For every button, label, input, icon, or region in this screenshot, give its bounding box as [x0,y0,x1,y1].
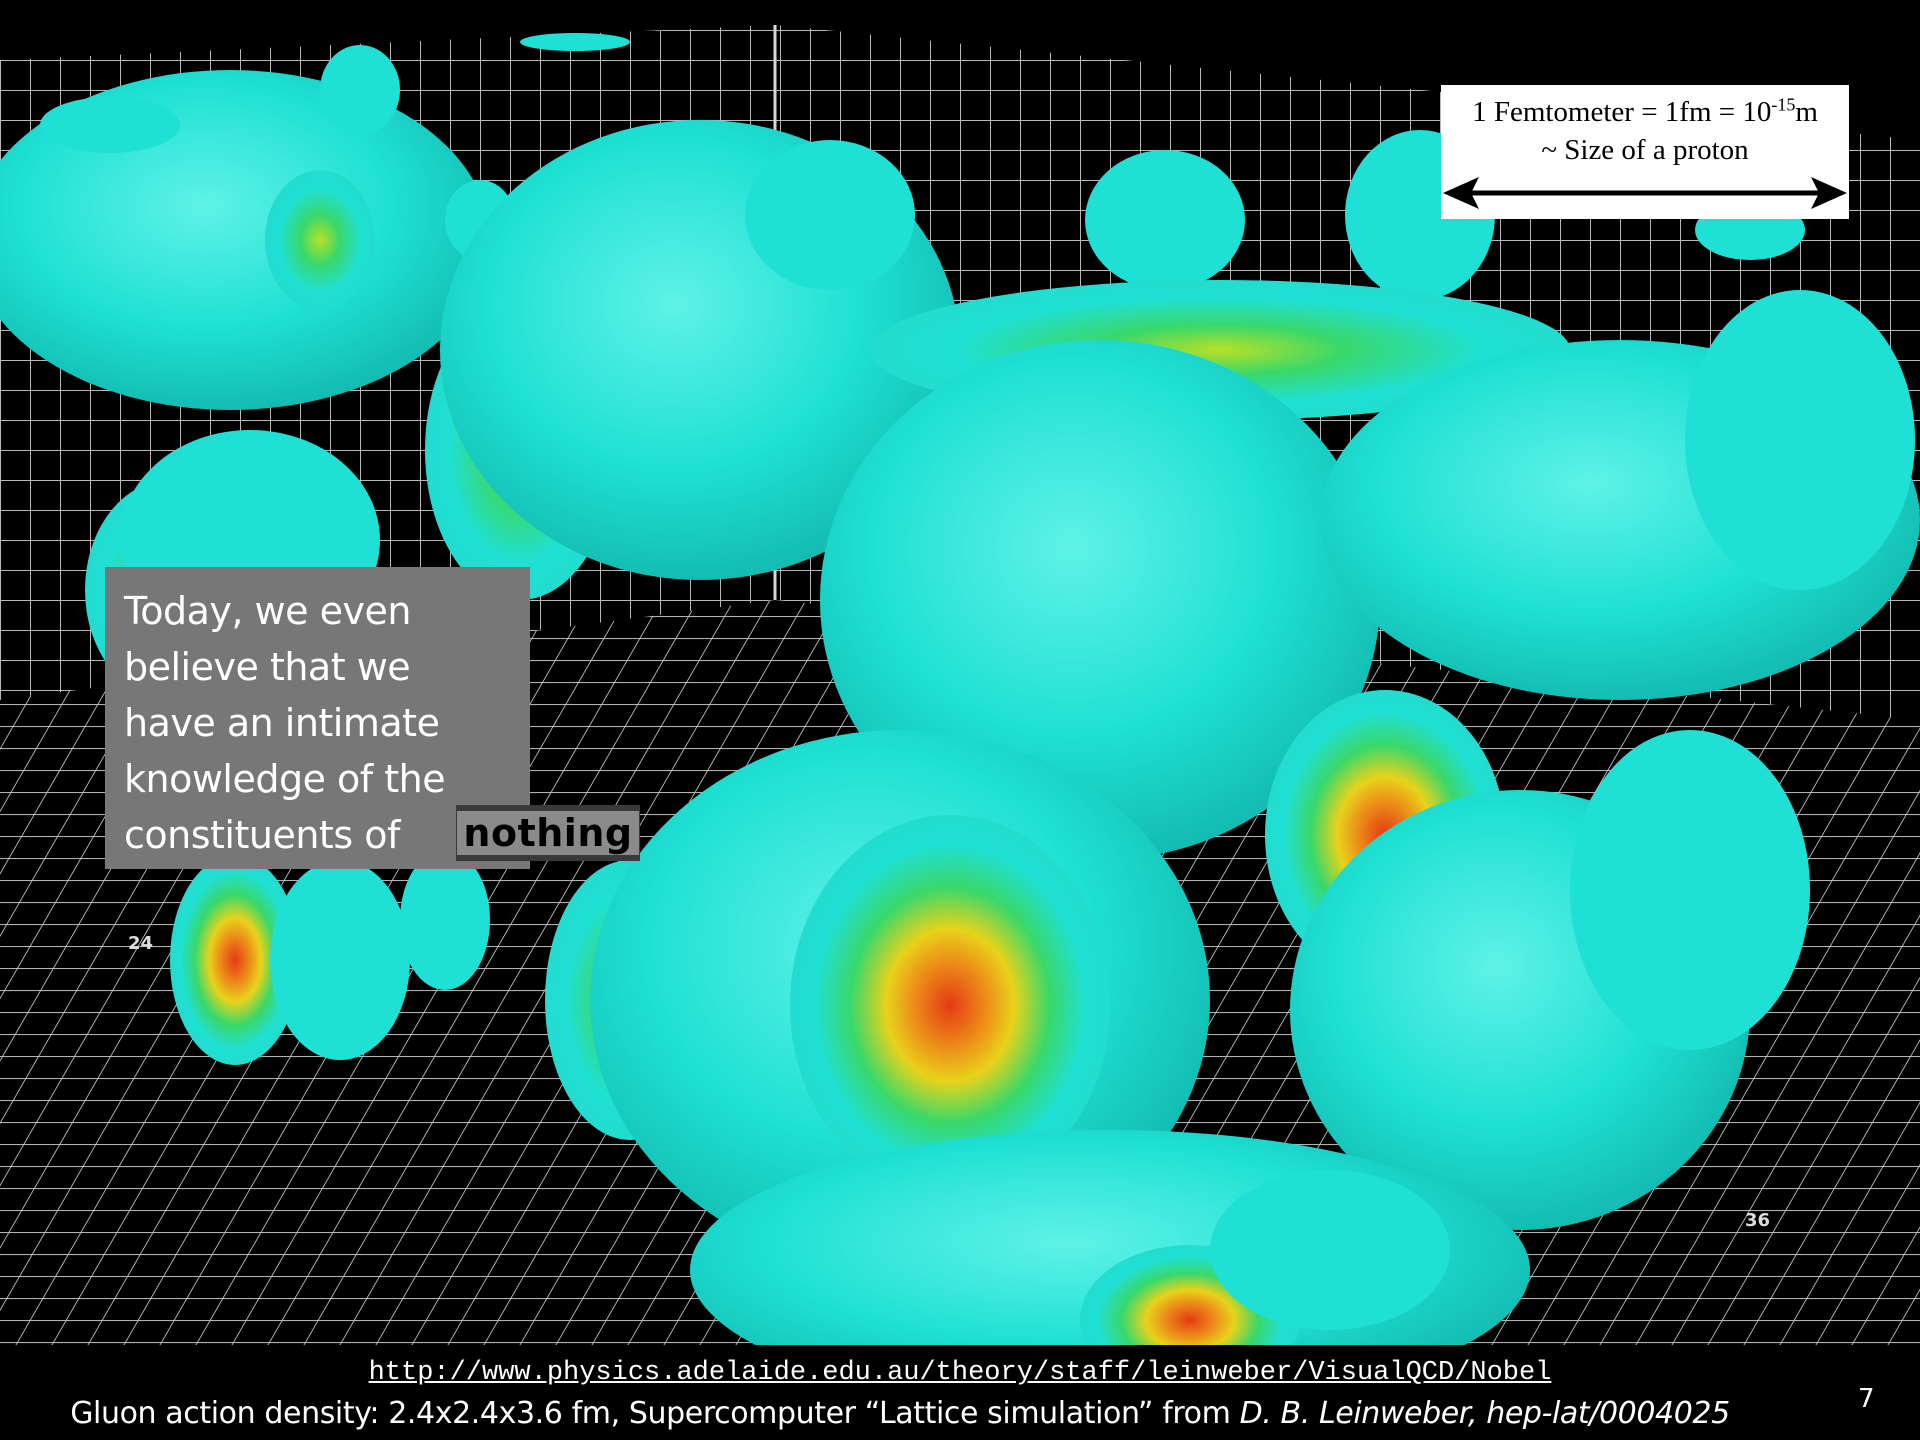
highlight-word: nothing [456,805,640,861]
figure-caption: Gluon action density: 2.4x2.4x3.6 fm, Su… [0,1396,1800,1431]
axis-label-right: 36 [1745,1210,1771,1231]
scale-definition-prefix: 1 Femtometer = 1fm = 10 [1472,96,1772,128]
caption-citation: D. B. Leinweber, hep-lat/0004025 [1239,1396,1731,1431]
gluon-density-render [0,25,1920,1345]
page-number: 7 [1858,1384,1875,1414]
scale-exponent: -15 [1771,94,1796,115]
callout-text: Today, we even believe that we have an i… [124,589,446,857]
source-url-link[interactable]: http://www.physics.adelaide.edu.au/theor… [368,1358,1552,1388]
scale-unit: m [1795,96,1818,128]
scale-legend: 1 Femtometer = 1fm = 10-15m ~ Size of a … [1441,85,1849,219]
callout-box: Today, we even believe that we have an i… [105,567,530,869]
highlight-word-text: nothing [457,811,639,855]
scale-comparison: ~ Size of a proton [1541,134,1749,166]
caption-text: Gluon action density: 2.4x2.4x3.6 fm, Su… [70,1396,1240,1431]
double-arrow-icon [1443,177,1847,209]
axis-label-left: 24 [128,933,154,954]
lattice-simulation-visual: 24 36 [0,25,1920,1345]
scale-definition: 1 Femtometer = 1fm = 10-15m [1441,95,1849,130]
